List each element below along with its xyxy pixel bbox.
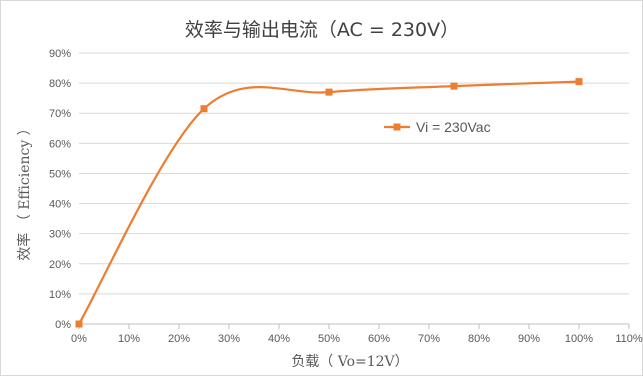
- x-axis-label: 负载（ Vo=12V）: [291, 354, 408, 370]
- series-line: [78, 80, 580, 325]
- x-tick-label: 20%: [168, 333, 190, 345]
- series-layer: [75, 78, 583, 328]
- x-tick-label: 30%: [218, 333, 240, 345]
- x-tick-label: 110%: [615, 333, 643, 345]
- legend-entry: Vi = 230Vac: [416, 119, 491, 135]
- y-tick-label: 30%: [49, 229, 71, 241]
- y-tick-label: 40%: [49, 199, 71, 211]
- y-tick-label: 80%: [49, 78, 71, 90]
- y-tick-label: 10%: [49, 289, 71, 301]
- legend-marker: [393, 123, 401, 131]
- gridlines: [79, 52, 629, 295]
- y-tick-label: 20%: [49, 259, 71, 271]
- x-tick-label: 100%: [565, 333, 593, 345]
- y-tick-labels: 0% 10% 20% 30% 40% 50% 60% 70% 80% 90%: [49, 48, 71, 331]
- x-tick-label: 60%: [368, 333, 390, 345]
- legend: Vi = 230Vac: [384, 119, 491, 135]
- data-point: [75, 320, 83, 328]
- y-tick-label: 60%: [49, 138, 71, 150]
- x-tick-label: 0%: [71, 333, 87, 345]
- data-point: [450, 82, 458, 90]
- y-tick-label: 50%: [49, 168, 71, 180]
- x-tick-label: 50%: [318, 333, 340, 345]
- y-tick-label: 0%: [55, 319, 71, 331]
- x-tick-label: 90%: [518, 333, 540, 345]
- y-axis-label: 效率 （ Efficiency ）: [16, 121, 33, 260]
- data-point: [325, 88, 333, 96]
- data-point: [575, 78, 583, 86]
- axes: [78, 323, 630, 329]
- x-tick-labels: 0% 10% 20% 30% 40% 50% 60% 70% 80% 90% 100% 110%: [71, 333, 643, 345]
- y-tick-label: 90%: [49, 48, 71, 60]
- chart-title: 效率与输出电流（AC = 230V）: [185, 19, 459, 41]
- y-tick-label: 70%: [49, 108, 71, 120]
- data-point: [200, 105, 208, 113]
- x-tick-label: 80%: [468, 333, 490, 345]
- x-tick-label: 10%: [118, 333, 140, 345]
- x-tick-label: 70%: [418, 333, 440, 345]
- x-tick-label: 40%: [268, 333, 290, 345]
